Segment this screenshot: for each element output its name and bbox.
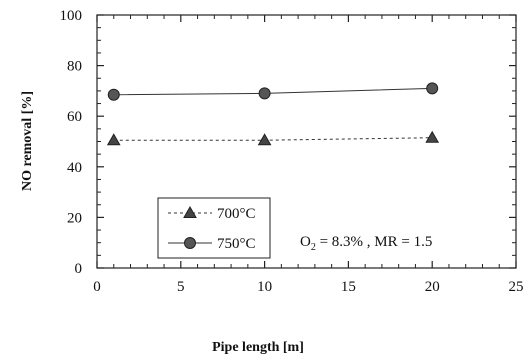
y-tick-label: 100 <box>60 8 83 24</box>
legend-box <box>157 197 271 259</box>
legend-item-0: 700°C <box>168 205 256 222</box>
series-line <box>113 137 433 141</box>
y-tick-label: 20 <box>67 210 82 226</box>
x-axis-title: Pipe length [m] <box>212 340 304 355</box>
x-tick-labels: 0 5 10 15 20 25 <box>93 279 523 295</box>
major-ticks <box>96 14 517 269</box>
x-tick-label: 20 <box>425 279 440 295</box>
y-tick-label: 60 <box>67 109 82 125</box>
annotation-subscript: 2 <box>311 242 316 253</box>
circle-point <box>258 87 271 100</box>
circle-point <box>426 82 439 95</box>
x-tick-label: 0 <box>93 279 101 295</box>
y-axis-title: NO removal [%] <box>20 91 35 191</box>
y-tick-label: 40 <box>67 160 82 176</box>
triangle-point <box>425 130 440 143</box>
series-0 <box>106 130 440 146</box>
series-line <box>113 87 433 96</box>
triangle-point <box>106 133 121 146</box>
legend-circle-marker <box>184 237 196 249</box>
legend-label: 750°C <box>217 236 256 252</box>
legend: 700°C 750°C <box>157 197 271 259</box>
annotation-suffix: = 8.3% , MR = 1.5 <box>316 234 433 250</box>
x-tick-label: 15 <box>341 279 356 295</box>
series-1 <box>107 82 439 101</box>
minor-ticks <box>97 15 516 268</box>
series-layer <box>106 82 440 146</box>
circle-point <box>107 88 120 101</box>
x-tick-label: 10 <box>257 279 272 295</box>
y-tick-label: 80 <box>67 59 82 75</box>
legend-item-1: 750°C <box>168 236 256 252</box>
y-tick-label: 0 <box>75 261 83 277</box>
triangle-point <box>257 133 272 146</box>
annotation-prefix: O <box>300 234 311 250</box>
x-tick-label: 5 <box>177 279 185 295</box>
legend-label: 700°C <box>217 206 256 222</box>
x-tick-label: 25 <box>509 279 524 295</box>
conditions-annotation: O2 = 8.3% , MR = 1.5 <box>300 234 432 253</box>
y-tick-labels: 0 20 40 60 80 100 <box>60 8 83 277</box>
legend-triangle-marker <box>183 205 197 218</box>
